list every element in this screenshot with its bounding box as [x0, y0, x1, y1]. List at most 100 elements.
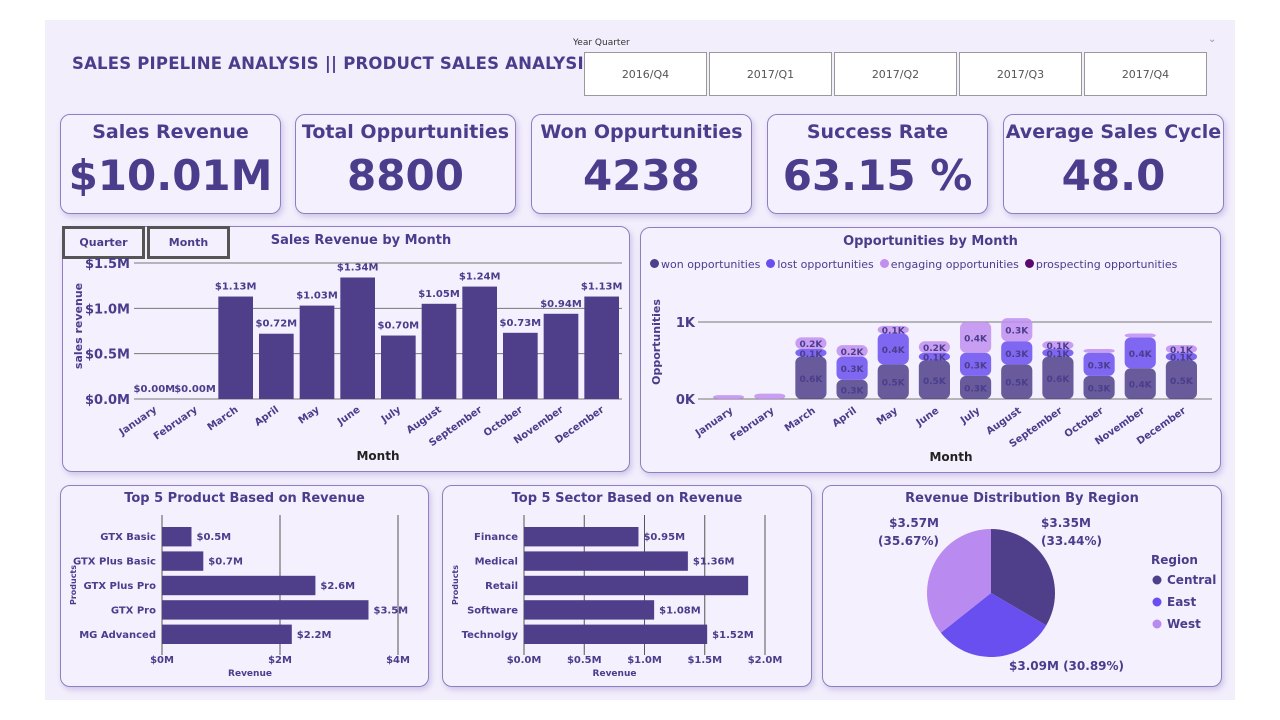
- kpi-value: 4238: [583, 151, 700, 200]
- data-label: $1.08M: [659, 605, 701, 616]
- legend-item[interactable]: prospecting opportunities: [1024, 258, 1178, 271]
- stack-segment: [960, 375, 992, 399]
- data-label: 0.4K: [1129, 381, 1153, 391]
- legend-title: Region: [1151, 553, 1198, 567]
- stack-segment: [918, 360, 950, 399]
- x-tick-label: May: [875, 405, 900, 427]
- kpi-label: Average Sales Cycle: [1005, 121, 1222, 143]
- stack-segment: [1165, 360, 1197, 399]
- legend-label: West: [1167, 617, 1201, 631]
- kpi-value: 48.0: [1061, 151, 1166, 200]
- month-button[interactable]: Month: [147, 226, 230, 259]
- bar: [503, 332, 538, 399]
- x-tick-label: February: [729, 405, 777, 443]
- legend-item[interactable]: won opportunities: [650, 258, 760, 271]
- stack-segment: [1124, 333, 1156, 338]
- slicer-option[interactable]: 2017/Q1: [709, 52, 832, 96]
- bar: [162, 527, 192, 547]
- y-tick-label: $1.5M: [85, 257, 130, 272]
- data-label: 0.1K: [1046, 350, 1070, 360]
- chart-title: Revenue Distribution By Region: [905, 491, 1139, 506]
- data-label: 0.6K: [1046, 375, 1070, 385]
- region-pie-chart: Central East West Region $3.35M (33.44%) $3.09…: [878, 516, 1216, 673]
- y-axis-label: Opportunities: [650, 299, 663, 385]
- y-tick-label: GTX Plus Basic: [73, 557, 156, 568]
- data-label: $1.24M: [459, 272, 501, 283]
- data-label: $0.00M: [134, 384, 176, 395]
- bar: [381, 335, 416, 399]
- y-axis-label: Products: [69, 565, 78, 605]
- y-tick-label: 1K: [676, 316, 696, 331]
- stack-segment: [877, 364, 909, 399]
- kpi-card-won-opportunities: Won Oppurtunities 4238: [531, 114, 752, 214]
- data-label: $1.13M: [581, 282, 623, 293]
- stack-segment: [836, 379, 868, 399]
- x-tick-label: $0M: [150, 655, 174, 666]
- data-label: 0.3K: [841, 386, 865, 396]
- x-tick-label: June: [335, 404, 363, 428]
- x-tick-label: April: [831, 405, 859, 429]
- data-label: 0.2K: [799, 340, 823, 350]
- data-label: $1.05M: [418, 289, 460, 300]
- bar: [524, 551, 688, 571]
- y-axis-label: sales revenue: [72, 283, 85, 369]
- bar: [340, 277, 375, 399]
- data-label: $1.13M: [215, 282, 257, 293]
- stack-segment: [713, 395, 745, 399]
- stack-segment: [1001, 364, 1033, 399]
- data-label: $0.7M: [208, 557, 243, 568]
- y-tick-label: GTX Pro: [111, 605, 156, 616]
- x-tick-label: $2M: [268, 655, 292, 666]
- data-label: $2.2M: [297, 630, 332, 641]
- legend-label: engaging opportunities: [890, 258, 1019, 271]
- stack-segment: [1124, 368, 1156, 399]
- stack-segment: [1042, 341, 1074, 349]
- slicer-label: Year Quarter: [573, 38, 630, 48]
- y-tick-label: Software: [467, 605, 518, 616]
- pie-slice: [927, 529, 991, 633]
- data-label: 0.5K: [1170, 377, 1194, 387]
- x-tick-label: July: [958, 405, 983, 427]
- stack-segment: [960, 322, 992, 353]
- data-label: $0.5M: [197, 532, 232, 543]
- kpi-card-total-opportunities: Total Oppurtunities 8800: [295, 114, 516, 214]
- slicer-option[interactable]: 2016/Q4: [584, 52, 707, 96]
- x-tick-label: February: [152, 404, 200, 442]
- kpi-value: $10.01M: [68, 151, 273, 200]
- x-tick-label: March: [783, 405, 818, 434]
- data-label: (35.67%): [878, 534, 939, 548]
- data-label: $0.73M: [500, 318, 542, 329]
- data-label: 0.3K: [841, 365, 865, 375]
- data-label: 0.5K: [1005, 379, 1029, 389]
- data-label: 0.3K: [964, 361, 988, 371]
- kpi-value: 8800: [347, 151, 464, 200]
- kpi-label: Success Rate: [806, 121, 949, 143]
- stack-segment: [1083, 375, 1115, 399]
- stack-segment: [754, 393, 786, 399]
- slicer-option[interactable]: 2017/Q4: [1084, 52, 1207, 96]
- x-tick-label: $4M: [386, 655, 410, 666]
- x-tick-label: June: [914, 405, 942, 429]
- quarter-button[interactable]: Quarter: [62, 226, 145, 259]
- bar: [218, 296, 253, 399]
- chevron-down-icon[interactable]: ⌄: [1208, 34, 1217, 45]
- legend: won opportunities lost opportunities eng…: [650, 258, 1177, 271]
- stack-segment: [1083, 348, 1115, 353]
- stack-segment: [1083, 352, 1115, 376]
- y-tick-label: Technolgy: [462, 630, 519, 641]
- data-label: 0.3K: [1005, 327, 1029, 337]
- stack-segment: [795, 356, 827, 399]
- legend-label: prospecting opportunities: [1035, 258, 1178, 271]
- kpi-card-sales-revenue: Sales Revenue $10.01M: [60, 114, 281, 214]
- data-label: $0.95M: [643, 532, 685, 543]
- data-label: $0.72M: [256, 319, 298, 330]
- legend-item[interactable]: engaging opportunities: [879, 258, 1019, 271]
- y-tick-label: Medical: [475, 557, 518, 568]
- slicer-option[interactable]: 2017/Q3: [959, 52, 1082, 96]
- legend-item[interactable]: lost opportunities: [766, 258, 874, 271]
- stack-segment: [877, 333, 909, 365]
- data-label: $0.94M: [540, 299, 582, 310]
- chart-title: Top 5 Sector Based on Revenue: [511, 491, 743, 506]
- slicer-option[interactable]: 2017/Q2: [834, 52, 957, 96]
- stack-segment: [836, 345, 868, 357]
